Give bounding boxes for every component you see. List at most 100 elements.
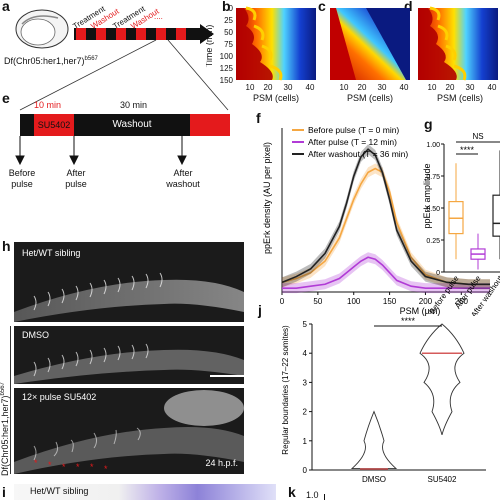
series-error-band [282, 144, 490, 290]
series-line [281, 148, 490, 286]
x-tick-label: 200 [419, 297, 433, 306]
x-tick-label: 250 [455, 297, 469, 306]
panel-label-a: a [2, 0, 10, 14]
xtick: 10 [340, 83, 349, 92]
timeline-ellipsis: .... [154, 12, 163, 21]
washout-duration: 30 min [120, 100, 148, 110]
y-tick-label: 2 [303, 408, 308, 417]
k-ytick: 1.0 [306, 490, 319, 500]
label-dmso: DMSO [22, 330, 49, 340]
k-yaxis [324, 494, 325, 500]
ytick: 0 [229, 4, 234, 13]
micrograph-het-wt: Het/WT sibling [14, 242, 244, 322]
timeline-pulse [116, 28, 126, 40]
panel-label-c: c [318, 0, 326, 14]
kymograph-panels: 0 25 50 75 100 125 150 Time (min) 10 20 … [206, 4, 498, 103]
y-tick-label: 0 [436, 270, 440, 277]
svg-text:*: * [90, 462, 94, 472]
label-12x-pulse: 12× pulse SU5402 [22, 392, 97, 402]
y-tick-label: 5 [303, 320, 308, 329]
svg-text:*: * [76, 462, 80, 472]
ns-annotation: NS [472, 132, 483, 141]
bar-segment-before [20, 114, 34, 136]
ytick: 50 [224, 28, 233, 37]
xtick: 20 [446, 83, 455, 92]
kymograph-xlabel-c: PSM (cells) [347, 93, 393, 103]
micrograph-su5402: * * * * * * 12× pulse SU5402 24 h.p.f. [14, 388, 244, 474]
panel-label-e: e [2, 90, 10, 106]
panel-label-i: i [2, 484, 6, 500]
genotype-label: Df(Chr05:her1,her7)b567 [4, 56, 98, 66]
xtick: 20 [358, 83, 367, 92]
legend-entry: After pulse (T = 12 min) [308, 137, 397, 147]
xtick: 20 [264, 83, 273, 92]
legend-entry: After washout (T = 36 min) [308, 149, 408, 159]
svg-text:*: * [34, 458, 38, 468]
timepoint-before-pulse: Before pulse [8, 168, 36, 189]
x-tick-label: 100 [347, 297, 361, 306]
y-tick-label: 3 [303, 378, 308, 387]
violin-dmso [350, 410, 398, 469]
panel-label-j: j [258, 302, 262, 318]
micrograph-dmso: DMSO [14, 326, 244, 384]
kymograph-xlabel-d: PSM (cells) [437, 93, 483, 103]
kymograph-c [330, 8, 410, 80]
xtick: 30 [378, 83, 387, 92]
timeline-pulse [176, 28, 186, 40]
series-line [281, 167, 490, 286]
y-tick-label: 0.50 [426, 206, 440, 213]
ytick: 125 [220, 64, 234, 73]
sig-annotation: **** [401, 316, 416, 326]
kymograph-ylabel: Time (min) [206, 25, 214, 68]
y-tick-label: 0.75 [426, 174, 440, 181]
ytick: 25 [224, 16, 233, 25]
timepoint-after-washout: After washout [166, 168, 200, 189]
xtick: 40 [400, 83, 409, 92]
y-tick-label: 0.25 [426, 238, 440, 245]
chart-f: 0 50 100 150 200 250 Before pulse (T = 0 min)… [262, 125, 490, 316]
label-i-het-wt: Het/WT sibling [30, 486, 89, 496]
timeline-pulse [136, 28, 146, 40]
y-tick-label: 0 [303, 466, 308, 475]
panel-label-h: h [2, 238, 11, 254]
ytick: 100 [220, 52, 234, 61]
x-tick-label: 50 [313, 297, 322, 306]
chart-j-ylabel: Regular boundaries (17–22 somites) [281, 325, 290, 455]
stage-label: 24 h.p.f. [205, 458, 238, 468]
svg-text:*: * [104, 464, 108, 474]
chart-j: 0 1 2 3 4 5 DMSO SU5402 **** Regular boundaries … [281, 316, 486, 484]
kymograph-d [418, 6, 498, 81]
pulse-duration: 10 min [34, 100, 62, 110]
chart-f-ylabel: ppErk density (AU per pixel) [262, 142, 272, 254]
xtick: 10 [428, 83, 437, 92]
embryo-illustration [15, 9, 69, 49]
y-tick-label: 4 [303, 349, 308, 358]
boundary-markers: * * * * * * [34, 458, 108, 474]
panel-label-g: g [424, 116, 433, 132]
xtick: 40 [306, 83, 315, 92]
zoom-lines [19, 40, 229, 111]
sig-annotation: **** [460, 145, 475, 155]
legend-entry: Before pulse (T = 0 min) [308, 125, 399, 135]
micrograph-i: Het/WT sibling [14, 484, 276, 500]
mutant-side-label: Df(Chr05:her1,her7)b567 [0, 382, 10, 476]
timeline-arrowhead [200, 24, 214, 44]
timeline-pulse [156, 28, 166, 40]
x-tick-label: 150 [383, 297, 397, 306]
su5402-segment: SU5402 [34, 114, 74, 136]
chart-g-ylabel: ppErk amplitude [422, 163, 432, 228]
xtick: 30 [466, 83, 475, 92]
timeline-pulse [76, 28, 86, 40]
panel-label-k: k [288, 484, 296, 500]
label-het-wt-sibling: Het/WT sibling [22, 248, 81, 258]
kymograph-axes: 0 25 50 75 100 125 150 Time (min) 10 20 … [206, 4, 497, 103]
chart-f-xlabel: PSM (µm) [400, 306, 441, 316]
violin-su5402 [419, 323, 465, 436]
y-tick-label: 1.00 [426, 142, 440, 149]
xtick: 30 [284, 83, 293, 92]
panel-label-d: d [404, 0, 413, 14]
panel-label-b: b [222, 0, 231, 14]
series-line [282, 256, 490, 289]
x-tick-label: 0 [280, 297, 285, 306]
